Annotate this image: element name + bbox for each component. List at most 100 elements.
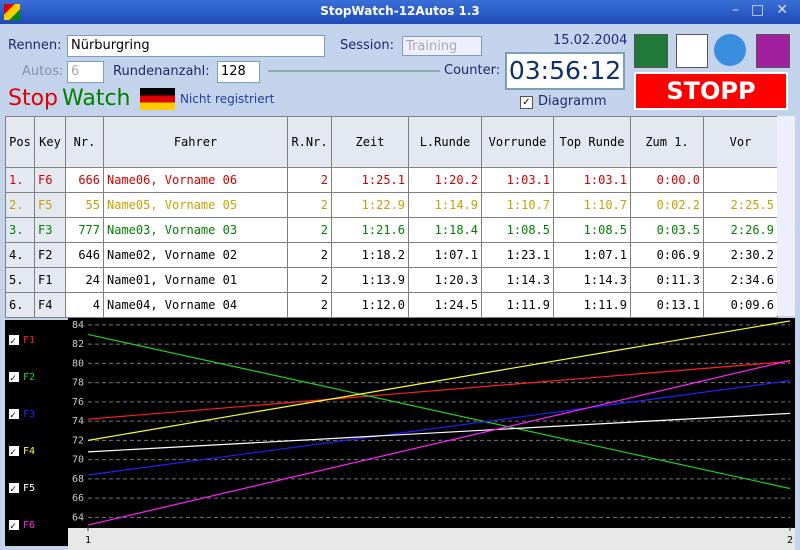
table-cell: 2:26.9 — [703, 217, 778, 243]
table-cell: 1:20.3 — [408, 267, 482, 293]
table-cell: 1:14.3 — [553, 267, 631, 293]
autos-label: Autos: — [22, 64, 64, 79]
y-tick-label: 74 — [72, 416, 84, 427]
table-cell: 777 — [65, 217, 104, 243]
legend-check: ✓ — [10, 484, 16, 495]
table-cell: F1 — [34, 267, 66, 293]
legend-check: ✓ — [10, 336, 16, 347]
table-cell: 1:20.2 — [408, 167, 482, 193]
y-tick-label: 82 — [72, 339, 84, 350]
table-cell: F4 — [34, 292, 66, 318]
table-cell: F6 — [34, 167, 66, 193]
table-cell: 1:21.6 — [331, 217, 409, 243]
table-cell: 2. — [5, 192, 35, 218]
legend-checkbox[interactable] — [9, 372, 19, 382]
table-cell: 6. — [5, 292, 35, 318]
y-tick-label: 78 — [72, 378, 84, 389]
session-combobox[interactable]: Training — [402, 36, 482, 56]
rennen-input[interactable]: Nürburgring — [67, 35, 325, 57]
runden-label: Rundenanzahl: — [113, 64, 210, 79]
table-cell: 0:06.9 — [630, 242, 704, 268]
table-cell: 2:34.6 — [703, 267, 778, 293]
table-cell: 0:02.2 — [630, 192, 704, 218]
legend-panel — [5, 320, 68, 546]
table-cell: Name02, Vorname 02 — [103, 242, 288, 268]
legend-label: F1 — [23, 335, 35, 346]
legend-checkbox[interactable] — [9, 483, 19, 493]
table-cell: 2 — [287, 242, 332, 268]
table-cell: 1:11.9 — [553, 292, 631, 318]
browser-icon[interactable] — [714, 34, 746, 66]
table-row: 3. F3 777 Name03, Vorname 03 2 1:21.6 1:18.4 1:… — [5, 217, 778, 243]
table-cell: 1:22.9 — [331, 192, 409, 218]
excel-icon[interactable] — [634, 34, 668, 68]
legend-label: F5 — [23, 483, 35, 494]
table-cell: 2:30.2 — [703, 242, 778, 268]
counter-display: 03:56:12 — [505, 52, 625, 90]
table-cell: Name05, Vorname 05 — [103, 192, 288, 218]
table-row: 1. F6 666 Name06, Vorname 06 2 1:25.1 1:20.2 1:… — [5, 167, 778, 193]
column-header: Vor — [703, 116, 778, 168]
app-icon — [4, 4, 20, 20]
legend-check: ✓ — [10, 410, 16, 421]
series-line — [87, 333, 791, 490]
table-cell: 0:11.3 — [630, 267, 704, 293]
legend-checkbox[interactable] — [9, 409, 19, 419]
column-header: Zeit — [331, 116, 409, 168]
runden-spinner[interactable]: 128 — [217, 61, 260, 83]
autos-spinner[interactable]: 6 — [67, 61, 104, 83]
table-row: 4. F2 646 Name02, Vorname 02 2 1:18.2 1:07.1 1:… — [5, 242, 778, 268]
stop-button[interactable]: STOPP — [634, 72, 788, 110]
table-cell: 2 — [287, 167, 332, 193]
table-cell: 5. — [5, 267, 35, 293]
table-cell: F2 — [34, 242, 66, 268]
legend-checkbox[interactable] — [9, 335, 19, 345]
table-cell: Name01, Vorname 01 — [103, 267, 288, 293]
legend-check: ✓ — [10, 373, 16, 384]
legend-checkbox[interactable] — [9, 446, 19, 456]
table-cell: 1:18.2 — [331, 242, 409, 268]
rennen-label: Rennen: — [8, 38, 62, 53]
title-bar: StopWatch-12Autos 1.3 –□✕ — [0, 0, 800, 24]
table-cell: 1:07.1 — [408, 242, 482, 268]
series-line — [87, 380, 791, 476]
table-cell: 0:09.6 — [703, 292, 778, 318]
session-label: Session: — [340, 38, 394, 53]
document-icon[interactable] — [676, 34, 708, 68]
help-icon[interactable] — [756, 34, 790, 68]
table-cell: 24 — [65, 267, 104, 293]
table-cell: 0:13.1 — [630, 292, 704, 318]
table-cell: 2 — [287, 267, 332, 293]
diagram-label: Diagramm — [538, 94, 607, 109]
y-tick-label: 84 — [72, 320, 84, 331]
table-cell: 1:14.3 — [481, 267, 554, 293]
table-cell: 1:10.7 — [481, 192, 554, 218]
diagram-checkbox[interactable]: ✓ — [520, 96, 533, 109]
series-line — [87, 359, 791, 526]
legend-check: ✓ — [10, 447, 16, 458]
x-axis-strip — [68, 528, 795, 550]
table-cell — [703, 167, 778, 193]
slider[interactable] — [268, 70, 440, 72]
registration-status: Nicht registriert — [180, 92, 275, 106]
logo-stop: Stop — [8, 86, 59, 111]
column-header: Pos — [5, 116, 35, 168]
y-tick-label: 66 — [72, 493, 84, 504]
date: 15.02.2004 — [553, 33, 628, 48]
table-cell: 1:14.9 — [408, 192, 482, 218]
scrollbar[interactable] — [777, 116, 795, 316]
plot-background — [68, 318, 795, 528]
table-cell: 646 — [65, 242, 104, 268]
table-cell: 1:11.9 — [481, 292, 554, 318]
table-cell: Name03, Vorname 03 — [103, 217, 288, 243]
legend-checkbox[interactable] — [9, 520, 19, 530]
legend-check: ✓ — [10, 521, 16, 532]
table-cell: 1:03.1 — [553, 167, 631, 193]
table-cell: Name06, Vorname 06 — [103, 167, 288, 193]
table-cell: 3. — [5, 217, 35, 243]
column-header: R.Nr. — [287, 116, 332, 168]
table-cell: 55 — [65, 192, 104, 218]
table-row: 2. F5 55 Name05, Vorname 05 2 1:22.9 1:14.9 1:1… — [5, 192, 778, 218]
window-controls[interactable]: –□✕ — [732, 2, 800, 18]
